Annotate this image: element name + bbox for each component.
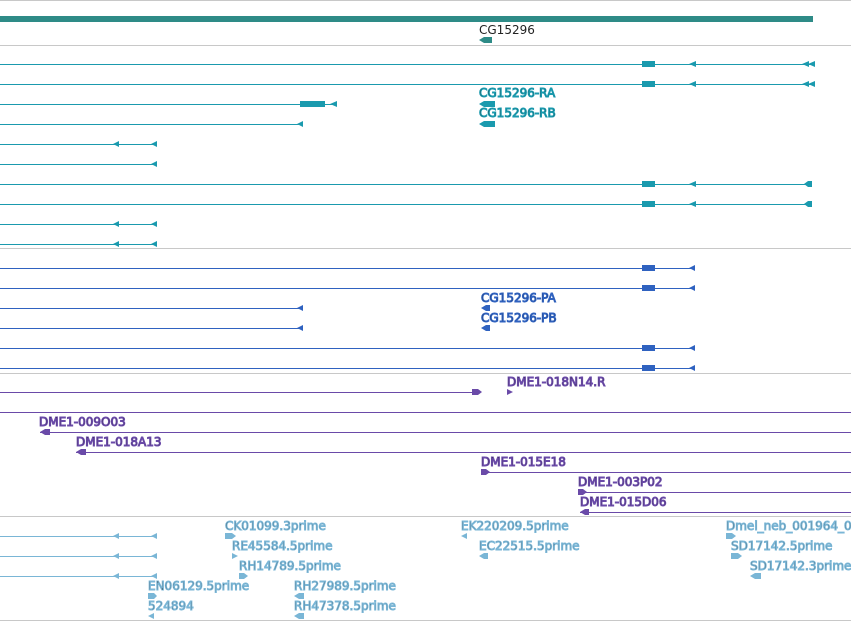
transcript-feature[interactable] (0, 81, 815, 87)
cds-feature[interactable] (0, 265, 695, 271)
transcript-label-rb[interactable]: CG15296-RB (479, 106, 557, 121)
protein-label-pa[interactable]: CG15296-PA (481, 291, 558, 306)
cdna-label-018n14[interactable]: DME1-018N14.R (507, 375, 606, 390)
est-label[interactable]: EC22515.5prime (479, 539, 581, 554)
gene-glyph[interactable] (479, 37, 492, 43)
est-glyph[interactable] (232, 553, 238, 559)
cdna-feature[interactable] (578, 489, 851, 495)
protein-track: CG15296-PA CG15296-PB (0, 265, 695, 371)
cdna-label-003p02[interactable]: DME1-003P02 (578, 475, 664, 490)
est-track: CK01099.3prime RE45584.5prime RH14789.5p… (0, 519, 851, 619)
protein-pa-glyph[interactable] (481, 305, 490, 311)
est-label[interactable]: SD17142.3prime (750, 559, 851, 574)
cdna-feature[interactable] (76, 449, 851, 455)
est-glyph[interactable] (239, 573, 248, 579)
cdna-track: DME1-018N14.R DME1-009O03 DME1-018A13 DM… (0, 375, 851, 515)
cds-feature[interactable] (0, 285, 695, 291)
transcript-feature[interactable] (0, 181, 812, 187)
transcript-label-ra[interactable]: CG15296-RA (479, 86, 557, 101)
cds-feature[interactable] (0, 365, 695, 371)
est-label[interactable]: RH47378.5prime (294, 599, 397, 614)
cdna-label-018a13[interactable]: DME1-018A13 (76, 435, 163, 450)
transcript-feature[interactable] (0, 141, 157, 147)
cdna-label-009o03[interactable]: DME1-009O03 (39, 415, 127, 430)
transcript-feature[interactable] (0, 61, 815, 67)
gene-span-bar[interactable] (0, 16, 813, 22)
est-feature[interactable] (0, 573, 157, 579)
est-label[interactable]: RH14789.5prime (239, 559, 342, 574)
transcript-feature[interactable] (0, 221, 157, 227)
transcript-feature[interactable] (0, 101, 337, 107)
est-glyph[interactable] (731, 553, 742, 559)
est-label[interactable]: SD17142.5prime (731, 539, 833, 554)
est-label[interactable]: EN06129.5prime (148, 579, 250, 594)
cdna-label-015e18[interactable]: DME1-015E18 (481, 455, 567, 470)
cdna-feature[interactable] (481, 469, 851, 475)
transcript-feature[interactable] (0, 201, 812, 207)
est-feature[interactable] (0, 553, 157, 559)
est-glyph[interactable] (479, 553, 488, 559)
protein-label-pb[interactable]: CG15296-PB (481, 311, 558, 326)
cds-feature[interactable] (0, 345, 695, 351)
est-glyph[interactable] (750, 573, 761, 579)
est-label[interactable]: RH27989.5prime (294, 579, 397, 594)
transcript-ra-glyph[interactable] (479, 101, 495, 107)
transcript-feature[interactable] (0, 241, 157, 247)
est-glyph[interactable] (294, 593, 304, 599)
cds-feature[interactable] (0, 325, 303, 331)
est-glyph[interactable] (148, 593, 157, 599)
cdna-label-015d06[interactable]: DME1-015D06 (580, 495, 668, 510)
est-label[interactable]: CK01099.3prime (225, 519, 327, 534)
transcript-feature[interactable] (0, 121, 303, 127)
cdna-feature[interactable] (0, 389, 482, 395)
gene-label[interactable]: CG15296 (479, 23, 535, 37)
est-glyph[interactable] (225, 533, 236, 539)
gene-track: CG15296 (0, 16, 813, 43)
est-glyph[interactable] (461, 533, 467, 539)
transcript-track: CG15296-RA CG15296-RB (0, 61, 815, 247)
est-feature[interactable] (0, 533, 157, 539)
est-label[interactable]: RE45584.5prime (232, 539, 334, 554)
est-glyph[interactable] (726, 533, 736, 539)
est-label[interactable]: 524894 (148, 599, 195, 614)
cdna-feature[interactable] (40, 429, 851, 435)
est-label[interactable]: Dmel_neb_001964_0 (726, 519, 851, 534)
transcript-feature[interactable] (0, 161, 157, 167)
protein-pb-glyph[interactable] (481, 325, 490, 331)
transcript-rb-glyph[interactable] (479, 121, 495, 127)
cds-feature[interactable] (0, 305, 303, 311)
est-glyph[interactable] (294, 613, 304, 619)
est-label[interactable]: EK220209.5prime (461, 519, 570, 534)
est-glyph[interactable] (148, 613, 154, 619)
cdna-018n14-glyph[interactable] (507, 389, 513, 395)
cdna-feature[interactable] (580, 509, 851, 515)
